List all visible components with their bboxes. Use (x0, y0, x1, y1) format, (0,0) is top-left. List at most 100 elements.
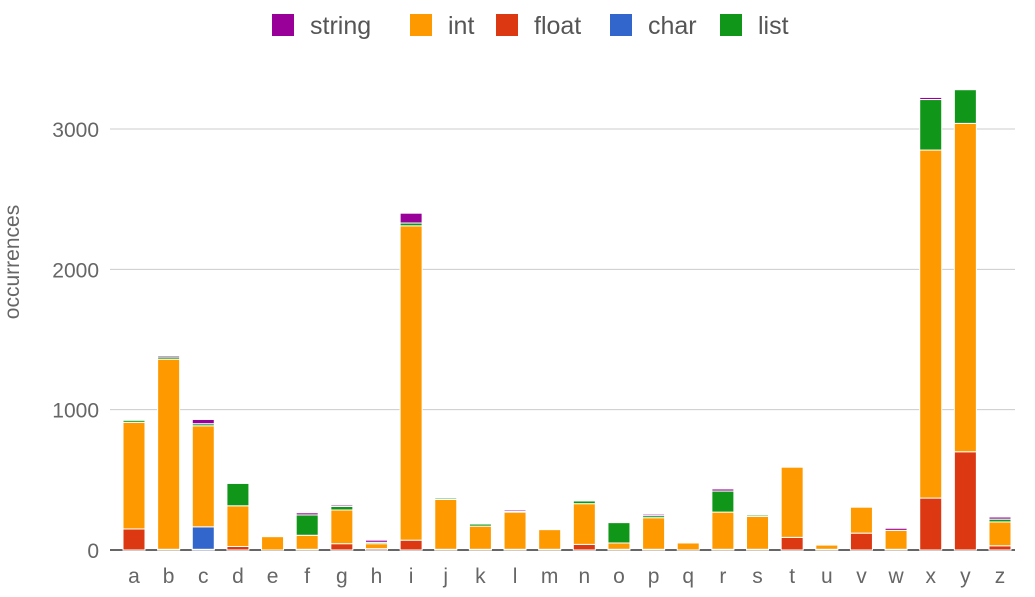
bar-stack-a (122, 418, 146, 551)
bar-segment-t-float (780, 536, 804, 551)
bar-stack-g (330, 504, 354, 551)
bar-stack-j (434, 496, 458, 551)
bar-stack-h (364, 539, 388, 551)
legend-swatch-float (496, 14, 518, 36)
bar-stack-i (399, 212, 423, 551)
bar-segment-u-int (815, 544, 839, 550)
x-tick-label-g: g (336, 565, 348, 588)
x-tick-label-s: s (752, 565, 763, 588)
bars (122, 89, 1012, 551)
bar-segment-h-int (364, 543, 388, 550)
bar-segment-y-list (953, 89, 977, 124)
bar-stack-c (191, 418, 215, 551)
bar-segment-v-float (849, 532, 873, 551)
bar-segment-o-int (607, 542, 631, 550)
legend-label-float: float (534, 12, 581, 40)
x-tick-label-a: a (128, 565, 140, 588)
bar-segment-o-list (607, 522, 631, 544)
legend-label-list: list (758, 12, 789, 40)
x-tick-label-b: b (163, 565, 175, 588)
legend-item-list: list (720, 12, 789, 40)
bar-segment-x-string (919, 96, 943, 101)
bar-segment-m-int (538, 529, 562, 550)
bar-segment-z-int (988, 521, 1012, 547)
legend-item-string: string (272, 12, 371, 40)
bar-segment-b-int (157, 358, 181, 550)
bar-segment-c-char (191, 526, 215, 550)
bar-stack-k (468, 523, 492, 551)
bar-segment-c-string (191, 418, 215, 425)
bar-stack-l (503, 509, 527, 551)
bar-segment-h-string (364, 539, 388, 543)
x-tick-label-x: x (925, 565, 936, 588)
bar-segment-s-int (746, 515, 770, 550)
bar-stack-p (642, 513, 666, 551)
bar-segment-g-int (330, 509, 354, 545)
x-tick-label-d: d (232, 565, 244, 588)
bar-segment-f-int (295, 534, 319, 550)
bar-stack-o (607, 522, 631, 551)
bar-stack-n (572, 499, 596, 551)
bar-segment-p-string (642, 513, 666, 517)
x-tick-label-j: j (442, 565, 448, 588)
bar-segment-q-int (676, 542, 700, 551)
bar-stack-v (849, 506, 873, 551)
bar-segment-i-int (399, 225, 423, 541)
x-tick-label-q: q (682, 565, 694, 588)
x-tick-label-o: o (613, 565, 625, 588)
x-tick-label-y: y (960, 565, 971, 588)
bar-stack-y (953, 89, 977, 551)
bar-stack-m (538, 529, 562, 551)
bar-segment-r-string (711, 488, 735, 492)
bar-stack-b (157, 355, 181, 551)
x-tick-label-i: i (409, 565, 414, 588)
bar-segment-a-string (122, 418, 146, 421)
bar-segment-k-int (468, 525, 492, 550)
bar-stack-f (295, 512, 319, 551)
bar-segment-j-string (434, 496, 458, 499)
bar-segment-l-string (503, 509, 527, 512)
bar-segment-d-string (226, 482, 250, 484)
x-tick-label-l: l (513, 565, 518, 588)
bar-segment-c-int (191, 425, 215, 528)
legend-item-char: char (610, 12, 697, 40)
bar-segment-d-float (226, 545, 250, 551)
bar-segment-v-int (849, 506, 873, 534)
x-tick-label-h: h (371, 565, 383, 588)
bar-segment-x-list (919, 99, 943, 151)
legend-label-int: int (448, 12, 474, 40)
bar-segment-y-int (953, 122, 977, 453)
bar-segment-n-float (572, 543, 596, 551)
bar-segment-x-float (919, 497, 943, 551)
x-tick-label-t: t (789, 565, 795, 588)
y-axis-title: occurrences (1, 205, 24, 319)
bar-segment-e-int (261, 536, 285, 551)
x-tick-label-c: c (198, 565, 209, 588)
bar-segment-t-int (780, 466, 804, 538)
legend-item-float: float (496, 12, 581, 40)
legend-swatch-int (410, 14, 432, 36)
bar-stack-r (711, 488, 735, 551)
legend-item-int: int (410, 12, 474, 40)
x-tick-label-n: n (578, 565, 590, 588)
bar-segment-p-int (642, 517, 666, 550)
legend-label-string: string (310, 12, 371, 40)
bar-stack-x (919, 96, 943, 551)
bar-segment-s-string (746, 513, 770, 516)
bar-segment-f-string (295, 512, 319, 516)
x-tick-label-k: k (475, 565, 486, 588)
bar-segment-d-int (226, 505, 250, 547)
x-tick-label-r: r (719, 565, 726, 588)
x-tick-label-v: v (856, 565, 867, 588)
bar-segment-i-float (399, 539, 423, 551)
bar-stack-d (226, 482, 250, 551)
x-tick-label-e: e (267, 565, 279, 588)
bar-segment-y-float (953, 451, 977, 551)
y-tick-label: 3000 (52, 119, 99, 142)
bar-stack-u (815, 544, 839, 551)
bar-segment-f-list (295, 514, 319, 536)
bar-segment-n-string (572, 499, 596, 502)
bar-segment-w-string (884, 527, 908, 531)
